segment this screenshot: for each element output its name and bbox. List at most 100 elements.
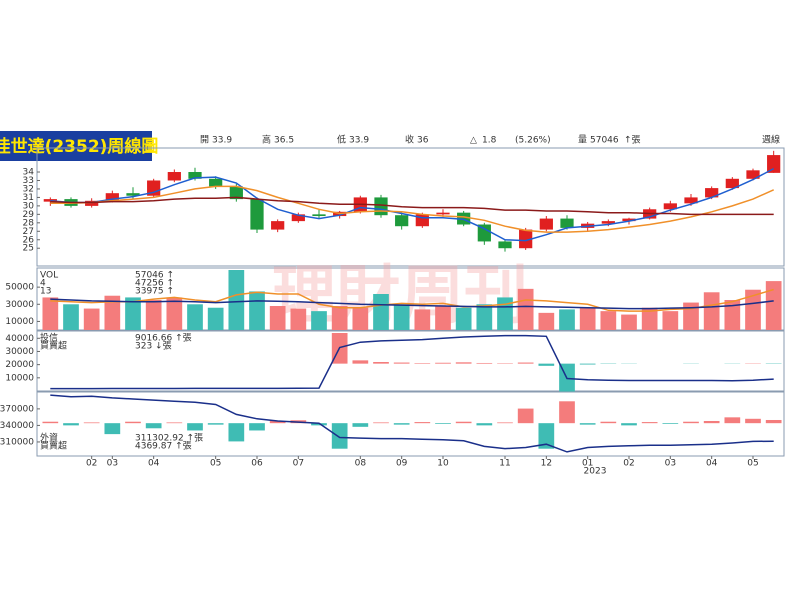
candle-body	[209, 178, 223, 187]
bar	[207, 423, 224, 425]
header-label: 週線	[762, 134, 780, 146]
bar	[145, 423, 162, 429]
bar	[455, 362, 472, 364]
legend-name: 買賣超	[40, 340, 67, 352]
bar	[83, 422, 100, 424]
x-tick-label: 06	[251, 459, 263, 469]
legend-name: 投信	[40, 332, 58, 344]
y-tick-label: 25	[23, 244, 34, 254]
bar	[104, 423, 121, 435]
x-tick-label: 04	[148, 459, 160, 469]
candle-body	[436, 212, 450, 215]
header-value: 33.9	[212, 136, 232, 146]
panel-frame	[36, 267, 785, 331]
bar	[125, 421, 141, 424]
candle-body	[167, 172, 181, 181]
bar	[435, 362, 451, 364]
bar	[765, 419, 782, 424]
bar	[42, 421, 59, 424]
candle-body	[622, 218, 636, 222]
bar	[621, 423, 637, 426]
bar	[187, 423, 203, 431]
x-tick-label: 12	[541, 459, 552, 469]
bar	[765, 281, 782, 330]
bar	[414, 363, 431, 364]
candle-body	[105, 193, 119, 201]
candle-body	[126, 193, 140, 196]
header-label: △	[470, 136, 477, 146]
header-label: 收	[405, 134, 414, 146]
header-label: 開	[200, 135, 209, 146]
bar	[290, 308, 307, 330]
bar	[724, 300, 741, 330]
bar	[83, 308, 100, 330]
bar	[393, 304, 410, 330]
candle-body	[395, 215, 409, 227]
y-tick-label: 26	[23, 235, 35, 245]
bar	[435, 423, 451, 424]
bar	[373, 294, 389, 330]
bar	[63, 304, 79, 330]
bar	[579, 363, 596, 365]
bar	[538, 423, 555, 449]
bar	[497, 422, 513, 424]
bar	[621, 314, 637, 330]
bar	[517, 362, 534, 364]
header-value: 57046	[590, 136, 619, 146]
bar	[683, 302, 699, 330]
title-box	[0, 131, 152, 161]
legend-name: 買賣超	[40, 440, 67, 452]
y-tick-label: 28	[23, 218, 35, 228]
candle-body	[519, 229, 533, 249]
y-tick-label: 370000	[0, 404, 34, 414]
candle-body	[229, 186, 243, 200]
x-tick-label: 07	[293, 459, 304, 469]
candle-body	[291, 214, 305, 222]
y-tick-label: 32	[23, 184, 34, 194]
bar	[125, 297, 141, 330]
line	[50, 298, 774, 310]
x-tick-label: 10	[437, 459, 449, 469]
bar	[600, 421, 617, 424]
x-tick-label: 01	[582, 459, 593, 469]
header-label: 低	[337, 134, 346, 146]
x-tick-label: 11	[499, 459, 510, 469]
bar	[579, 307, 596, 330]
bar	[63, 423, 79, 426]
legend-value: 311302.92 ↑張	[135, 433, 203, 444]
panel-frame	[36, 147, 785, 267]
bar	[249, 291, 265, 330]
bar	[187, 304, 203, 330]
bar	[104, 295, 121, 330]
bar	[476, 362, 493, 364]
bar	[166, 422, 183, 424]
y-tick-label: 31	[23, 193, 34, 203]
legend-value: 47256 ↑	[135, 279, 174, 289]
y-tick-label: 30	[23, 201, 35, 211]
bar	[228, 270, 245, 330]
panel-frame	[36, 391, 785, 457]
legend-value: 57046 ↑	[135, 271, 174, 281]
bar	[538, 312, 555, 330]
line	[50, 185, 775, 233]
header-label: (5.26%)	[515, 136, 551, 146]
bar	[559, 401, 575, 424]
bar	[476, 423, 493, 426]
legend-value: 33975 ↑	[135, 287, 174, 297]
bar	[683, 421, 699, 424]
bar	[414, 309, 431, 330]
bar	[641, 307, 658, 330]
bar	[600, 311, 617, 330]
header-value: 36.5	[274, 136, 294, 146]
bar	[207, 307, 224, 330]
candle-body	[457, 212, 471, 225]
header-value: 33.9	[349, 136, 369, 146]
bar	[497, 297, 513, 330]
legend-value: 323 ↓張	[135, 341, 172, 352]
candle-body	[539, 218, 553, 230]
bar	[724, 417, 741, 424]
y-tick-label: 20000	[5, 360, 34, 370]
bar	[269, 306, 286, 330]
